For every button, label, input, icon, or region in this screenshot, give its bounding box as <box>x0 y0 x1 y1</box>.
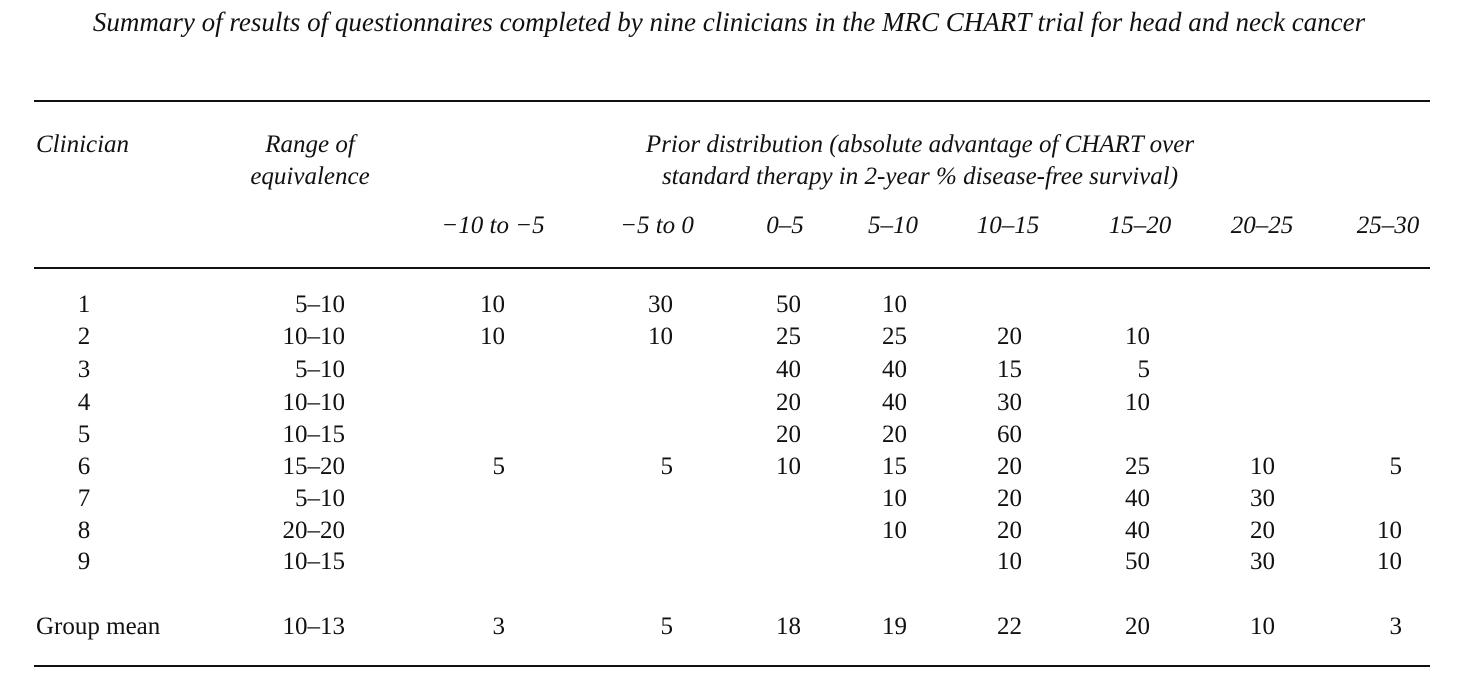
clinician-number: 9 <box>77 548 91 575</box>
range-cell: 10–10 <box>282 389 346 416</box>
value-cell: 40 <box>1125 485 1150 512</box>
bottom-rule <box>34 665 1430 667</box>
interval-header: 20–25 <box>1230 212 1294 239</box>
clinician-number: 1 <box>77 291 91 318</box>
header-range-line2: equivalence <box>250 163 370 190</box>
value-cell: 15 <box>882 453 907 480</box>
value-cell: 20 <box>1125 613 1150 640</box>
value-cell: 20 <box>1250 517 1275 544</box>
range-cell: 5–10 <box>295 485 345 512</box>
value-cell: 10 <box>1377 517 1402 544</box>
value-cell: 25 <box>776 323 801 350</box>
interval-header: −5 to 0 <box>620 212 694 239</box>
value-cell: 10 <box>776 453 801 480</box>
range-cell: 10–10 <box>282 323 346 350</box>
value-cell: 10 <box>480 323 505 350</box>
top-rule <box>34 100 1430 102</box>
range-cell: 5–10 <box>295 356 345 383</box>
value-cell: 10 <box>1250 613 1275 640</box>
value-cell: 18 <box>776 613 801 640</box>
clinician-number: 3 <box>77 356 91 383</box>
range-cell: 15–20 <box>282 453 346 480</box>
value-cell: 40 <box>882 356 907 383</box>
interval-header: 15–20 <box>1108 212 1172 239</box>
value-cell: 10 <box>882 485 907 512</box>
interval-header: 10–15 <box>976 212 1040 239</box>
value-cell: 40 <box>882 389 907 416</box>
table-title: Summary of results of questionnaires com… <box>92 7 1366 37</box>
value-cell: 20 <box>776 389 801 416</box>
header-clinician: Clinician <box>36 131 130 158</box>
value-cell: 20 <box>997 323 1022 350</box>
clinician-number: 6 <box>77 453 91 480</box>
value-cell: 19 <box>882 613 907 640</box>
value-cell: 20 <box>776 421 801 448</box>
header-rule <box>34 267 1430 269</box>
value-cell: 5 <box>1137 356 1151 383</box>
value-cell: 5 <box>1389 453 1403 480</box>
value-cell: 50 <box>1125 548 1150 575</box>
value-cell: 50 <box>776 291 801 318</box>
value-cell: 30 <box>1250 485 1275 512</box>
range-cell: 10–15 <box>282 421 346 448</box>
header-prior-line2: standard therapy in 2-year % disease-fre… <box>661 163 1179 190</box>
interval-header: 5–10 <box>868 212 918 239</box>
value-cell: 40 <box>1125 517 1150 544</box>
value-cell: 30 <box>997 389 1022 416</box>
value-cell: 10 <box>480 291 505 318</box>
clinician-number: 4 <box>77 389 91 416</box>
value-cell: 5 <box>660 613 674 640</box>
value-cell: 5 <box>492 453 506 480</box>
header-prior-line1: Prior distribution (absolute advantage o… <box>645 131 1195 158</box>
value-cell: 20 <box>882 421 907 448</box>
value-cell: 22 <box>997 613 1022 640</box>
value-cell: 20 <box>997 453 1022 480</box>
range-cell: 20–20 <box>282 517 346 544</box>
clinician-number: 5 <box>77 421 91 448</box>
value-cell: 3 <box>492 613 506 640</box>
value-cell: 10 <box>997 548 1022 575</box>
value-cell: 3 <box>1389 613 1403 640</box>
value-cell: 10 <box>882 517 907 544</box>
value-cell: 20 <box>997 485 1022 512</box>
value-cell: 30 <box>1250 548 1275 575</box>
interval-header: 25–30 <box>1356 212 1420 239</box>
clinician-number: 7 <box>77 485 91 512</box>
clinician-number: 2 <box>77 323 91 350</box>
interval-header: −10 to −5 <box>441 212 545 239</box>
value-cell: 15 <box>997 356 1022 383</box>
interval-header: 0–5 <box>766 212 804 239</box>
value-cell: 25 <box>882 323 907 350</box>
value-cell: 10 <box>1377 548 1402 575</box>
value-cell: 30 <box>648 291 673 318</box>
range-cell: 5–10 <box>295 291 345 318</box>
value-cell: 20 <box>997 517 1022 544</box>
clinician-number: 8 <box>77 517 91 544</box>
value-cell: 60 <box>997 421 1022 448</box>
value-cell: 10 <box>648 323 673 350</box>
range-cell: 10–13 <box>282 613 346 640</box>
value-cell: 10 <box>1125 389 1150 416</box>
value-cell: 5 <box>660 453 674 480</box>
value-cell: 40 <box>776 356 801 383</box>
header-range-line1: Range of <box>265 131 355 158</box>
value-cell: 10 <box>882 291 907 318</box>
value-cell: 10 <box>1125 323 1150 350</box>
value-cell: 25 <box>1125 453 1150 480</box>
value-cell: 10 <box>1250 453 1275 480</box>
range-cell: 10–15 <box>282 548 346 575</box>
group-mean-label: Group mean <box>36 613 161 640</box>
